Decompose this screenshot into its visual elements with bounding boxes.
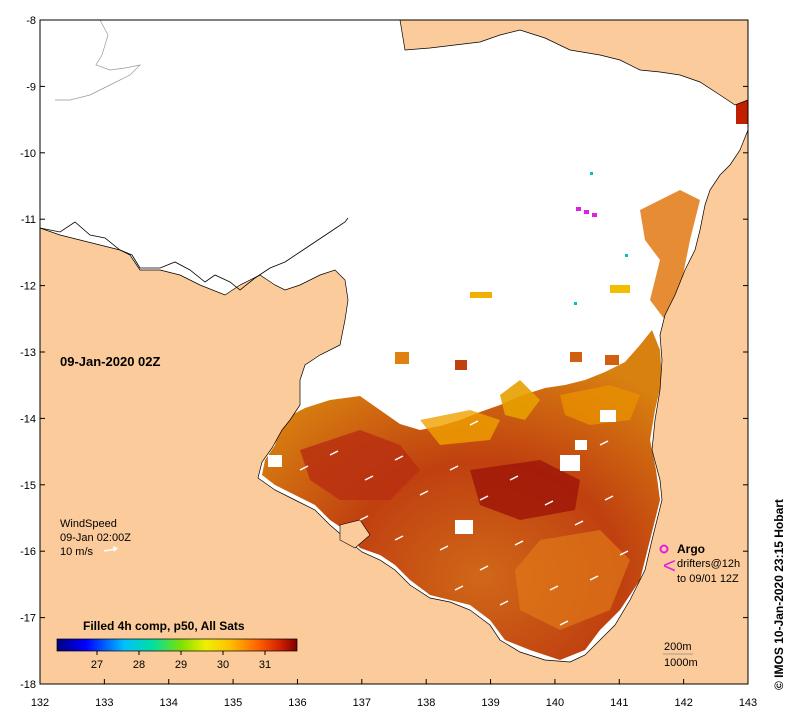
x-tick-label: 132 (31, 697, 49, 709)
wind-scale-arrow-icon (103, 546, 118, 552)
y-tick-label: -10 (20, 148, 36, 160)
land-cape-york (40, 129, 748, 684)
colorbar-tick-label: 30 (217, 659, 229, 671)
drifters-to-label: to 09/01 12Z (677, 573, 739, 585)
drifter-tracks (574, 172, 628, 305)
y-tick-label: -16 (20, 546, 36, 558)
date-label: 09-Jan-2020 02Z (60, 354, 161, 369)
contour-200-label: 200m (664, 641, 692, 653)
colorbar-tick-label: 31 (259, 659, 271, 671)
contour-1000-label: 1000m (664, 657, 698, 669)
drifters-label: drifters@12h (677, 558, 740, 570)
y-tick-label: -13 (20, 347, 36, 359)
drifter-icon: < (663, 553, 676, 578)
y-tick-label: -14 (20, 413, 36, 425)
x-tick-label: 137 (353, 697, 371, 709)
colorbar-tick-label: 29 (175, 659, 187, 671)
wind-arrows (299, 420, 629, 626)
x-tick-label: 139 (481, 697, 499, 709)
colorbar-ticks: 27 28 29 30 31 (91, 651, 271, 671)
x-tick-label: 138 (417, 697, 435, 709)
colorbar-tick-label: 28 (133, 659, 145, 671)
x-tick-label: 141 (610, 697, 628, 709)
land-png (399, 20, 748, 106)
x-tick-label: 136 (288, 697, 306, 709)
x-tick-label: 133 (95, 697, 113, 709)
y-axis: -8 -9 -10 -11 -12 -13 -14 -15 -16 -17 -18 (20, 15, 748, 691)
x-axis: 132 133 134 135 136 137 138 139 140 141 142 143 (31, 679, 757, 709)
wind-time: 09-Jan 02:00Z (60, 532, 131, 544)
x-tick-label: 143 (739, 697, 757, 709)
y-tick-label: -8 (26, 15, 36, 27)
wind-title: WindSpeed (60, 518, 117, 530)
x-tick-label: 140 (546, 697, 564, 709)
y-tick-label: -9 (26, 81, 36, 93)
y-tick-label: -15 (20, 480, 36, 492)
y-tick-label: -18 (20, 679, 36, 691)
y-tick-label: -12 (20, 281, 36, 293)
x-tick-label: 142 (674, 697, 692, 709)
colorbar (56, 638, 298, 652)
x-tick-label: 134 (160, 697, 178, 709)
x-tick-label: 135 (224, 697, 242, 709)
colorbar-tick-label: 27 (91, 659, 103, 671)
credit-text: © IMOS 10-Jan-2020 23:15 Hobart (772, 499, 786, 690)
y-tick-label: -17 (20, 613, 36, 625)
wind-scale: 10 m/s (60, 546, 94, 558)
argo-icon (659, 544, 669, 554)
colorbar-title: Filled 4h comp, p50, All Sats (83, 619, 245, 633)
y-tick-label: -11 (21, 214, 36, 226)
argo-label: Argo (677, 542, 705, 556)
